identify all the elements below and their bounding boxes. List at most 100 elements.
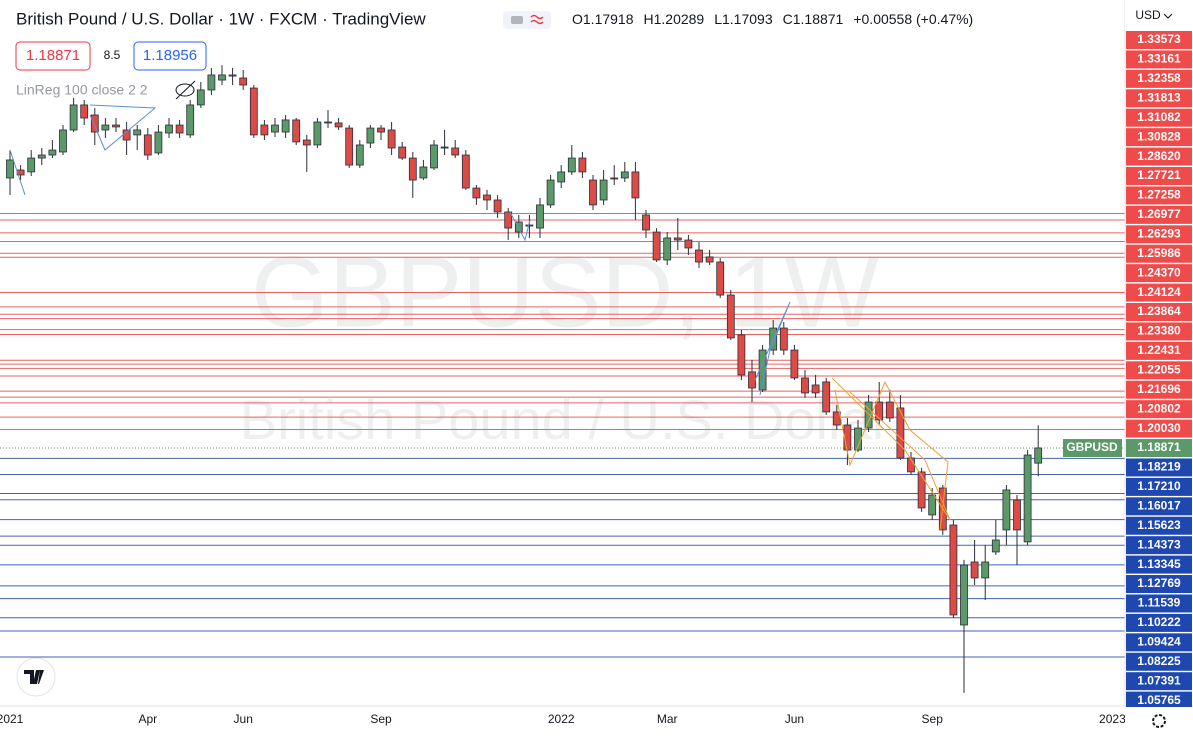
legend-low: L1.17093 — [714, 11, 773, 27]
candle-body — [726, 294, 735, 339]
level-label-bg — [1126, 652, 1192, 671]
level-label-bg — [1126, 69, 1192, 88]
level-label: 1.16017 — [1137, 498, 1181, 512]
tv-logo-mark — [24, 670, 44, 684]
candle-body — [695, 249, 703, 263]
channel — [831, 377, 951, 521]
candle-body — [398, 146, 407, 159]
candle-body — [239, 77, 248, 86]
candle-body — [790, 349, 799, 379]
candle-body — [779, 327, 788, 351]
level-label: 1.08225 — [1137, 654, 1181, 668]
candle-body — [1013, 499, 1021, 531]
buy-button[interactable] — [133, 41, 207, 71]
level-label-bg — [1126, 516, 1192, 535]
candle-body — [355, 144, 364, 166]
indicator-label: LinReg 100 close 2 2 — [16, 82, 148, 98]
candle-body — [133, 129, 142, 136]
candle-body — [854, 427, 862, 451]
legend-close: C1.18871 — [783, 11, 844, 27]
level-label-bg — [1126, 536, 1192, 555]
candle-body — [419, 166, 428, 179]
level-label-bg — [1126, 691, 1192, 710]
candle-body — [440, 146, 449, 149]
candle-body — [493, 199, 502, 213]
level-label-bg — [1126, 225, 1192, 244]
level-label: 1.30828 — [1137, 129, 1181, 143]
candle-body — [949, 524, 958, 616]
candle-body — [175, 124, 184, 134]
level-label-bg — [1126, 633, 1192, 652]
linreg — [509, 211, 531, 242]
candle-body — [811, 384, 820, 394]
candle-body — [451, 147, 460, 156]
level-label-bg — [1126, 672, 1192, 691]
level-label: 1.24370 — [1137, 265, 1181, 279]
candle-body — [165, 124, 173, 134]
candle-body — [218, 74, 226, 81]
candle-body — [885, 401, 894, 419]
level-label: 1.25986 — [1137, 246, 1181, 260]
spread: 8.5 — [104, 48, 121, 62]
candle-body — [716, 261, 725, 296]
chart-title: British Pound / U.S. Dollar · 1W · FXCM … — [16, 9, 426, 28]
currency[interactable]: USD — [1135, 8, 1161, 22]
candle-body — [196, 89, 205, 106]
candle-body — [991, 539, 1000, 553]
candle-body — [207, 74, 216, 91]
candle-body — [408, 157, 417, 181]
level-label-bg — [1126, 458, 1192, 477]
level-label: 1.22431 — [1137, 343, 1181, 357]
candle-body — [143, 134, 152, 156]
drawings — [9, 104, 951, 531]
sell-price: 1.18871 — [26, 47, 80, 64]
level-label-bg — [1126, 555, 1192, 574]
sell-button[interactable] — [15, 41, 91, 71]
candle-body — [652, 231, 661, 261]
candle-body — [536, 204, 544, 229]
level-label-bg — [1126, 31, 1192, 49]
level-label: 1.28620 — [1137, 149, 1181, 163]
level-label: 1.23380 — [1137, 324, 1181, 338]
candle-body — [801, 377, 809, 394]
icon — [175, 80, 196, 100]
level-label: 1.24124 — [1137, 285, 1181, 299]
channel — [834, 380, 949, 531]
level-label-bg — [1126, 477, 1192, 496]
candle-body — [334, 122, 343, 128]
level-label-bg — [1126, 613, 1192, 632]
hide-icon[interactable] — [175, 80, 196, 100]
candle-body — [557, 171, 566, 183]
candle-body — [281, 119, 290, 133]
candle-body — [822, 381, 831, 413]
candle-body — [960, 564, 968, 626]
level-label: 1.05765 — [1137, 693, 1181, 707]
candle-body — [684, 239, 693, 249]
candle-body — [37, 154, 46, 159]
candle-body — [90, 114, 99, 133]
level-label: 1.12769 — [1137, 576, 1181, 590]
candle-body — [620, 171, 629, 179]
candle-body — [483, 194, 491, 201]
candle-body — [599, 179, 608, 201]
x-tick-label: Apr — [138, 712, 157, 726]
level-label: 1.22055 — [1137, 362, 1181, 376]
last-price-bg — [1126, 439, 1192, 458]
watermark: GBPUSD, 1W British Pound / U.S. Dollar — [240, 236, 890, 450]
time-axis — [0, 706, 1125, 738]
level-label-bg — [1126, 283, 1192, 302]
candle-body — [546, 179, 555, 206]
level-label: 1.20802 — [1137, 401, 1181, 415]
x-tick-label: Mar — [657, 712, 678, 726]
candle-body — [101, 124, 110, 131]
settings-icon[interactable] — [1152, 714, 1166, 728]
level-label-bg — [1126, 167, 1192, 186]
candle-body — [260, 124, 269, 136]
level-label: 1.31813 — [1137, 90, 1181, 104]
candle-body — [1002, 489, 1011, 531]
settings-bg — [1125, 707, 1193, 738]
x-tick-label: 2023 — [1099, 712, 1126, 726]
compare-button[interactable] — [503, 11, 551, 29]
